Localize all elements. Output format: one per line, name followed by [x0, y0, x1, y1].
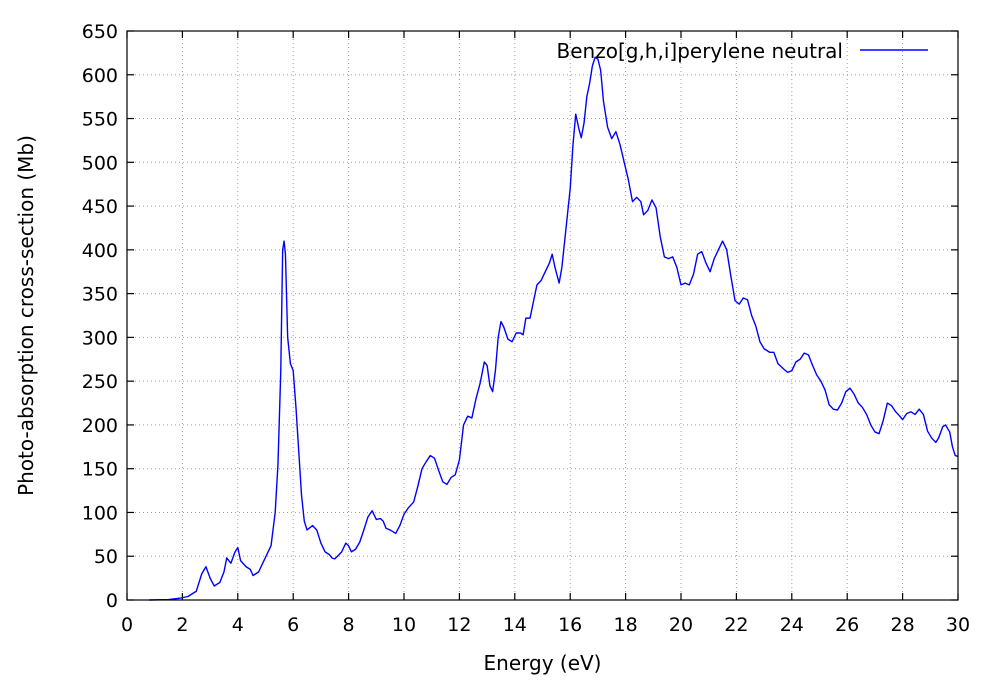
x-axis-title: Energy (eV) — [484, 651, 602, 675]
x-tick-label: 6 — [287, 614, 299, 636]
x-tick-label: 12 — [447, 614, 471, 636]
y-tick-label: 550 — [82, 109, 118, 131]
y-axis-title: Photo-absorption cross-section (Mb) — [14, 135, 38, 496]
series-line — [149, 56, 959, 601]
y-tick-label: 300 — [82, 327, 118, 349]
y-tick-label: 150 — [82, 459, 118, 481]
y-tick-label: 450 — [82, 196, 118, 218]
x-tick-label: 24 — [780, 614, 804, 636]
y-tick-label: 250 — [82, 371, 118, 393]
x-tick-label: 26 — [835, 614, 859, 636]
plot-frame — [126, 30, 959, 601]
y-tick-label: 600 — [82, 65, 118, 87]
tick-labels: 0 2 4 6 8 10 12 14 16 18 20 22 24 26 28 300501001502002… — [82, 21, 970, 636]
x-tick-label: 2 — [176, 614, 188, 636]
y-tick-label: 0 — [106, 590, 118, 612]
x-tick-label: 20 — [669, 614, 693, 636]
x-tick-label: 10 — [392, 614, 416, 636]
grid-lines — [127, 31, 958, 600]
y-tick-label: 650 — [82, 21, 118, 43]
y-tick-label: 50 — [94, 546, 118, 568]
y-tick-label: 100 — [82, 502, 118, 524]
x-tick-label: 16 — [558, 614, 582, 636]
axis-ticks — [126, 30, 959, 601]
x-tick-label: 28 — [891, 614, 915, 636]
x-tick-label: 8 — [343, 614, 355, 636]
x-tick-label: 22 — [724, 614, 748, 636]
y-tick-label: 200 — [82, 415, 118, 437]
x-tick-label: 30 — [946, 614, 970, 636]
x-tick-label: 18 — [614, 614, 638, 636]
legend-label: Benzo[g,h,i]perylene neutral — [557, 39, 843, 63]
x-tick-label: 14 — [503, 614, 527, 636]
legend: Benzo[g,h,i]perylene neutral — [557, 39, 928, 63]
x-tick-label: 4 — [232, 614, 244, 636]
x-tick-label: 0 — [121, 614, 133, 636]
y-tick-label: 400 — [82, 240, 118, 262]
y-tick-label: 350 — [82, 284, 118, 306]
y-tick-label: 500 — [82, 152, 118, 174]
series-layer — [149, 56, 959, 601]
